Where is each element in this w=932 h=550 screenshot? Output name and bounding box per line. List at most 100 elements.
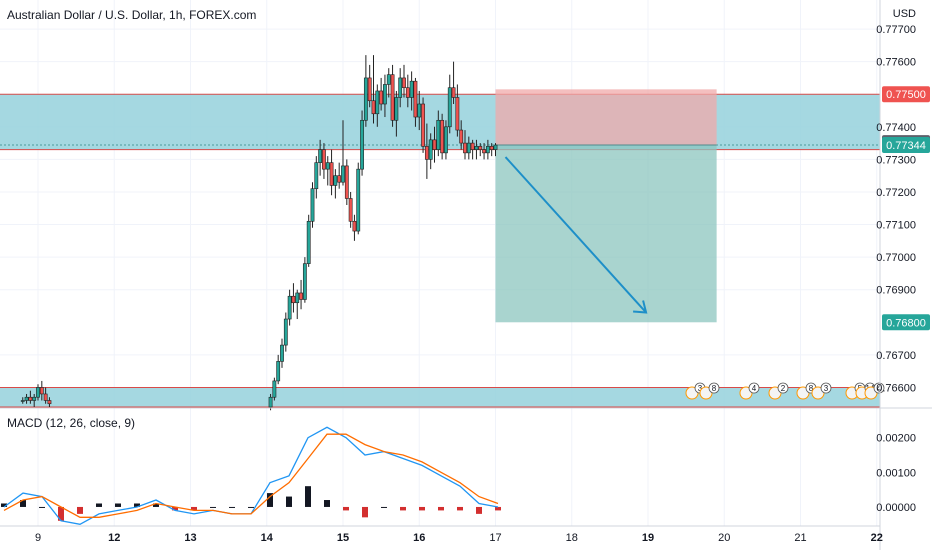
candle-body [337, 175, 342, 183]
time-tick-label: 20 [718, 532, 730, 544]
candle-body [363, 77, 368, 121]
candle-body [352, 220, 357, 232]
candle-body [333, 175, 338, 186]
candle-body [20, 400, 25, 402]
price-badge [882, 137, 930, 154]
candle-body [276, 361, 281, 382]
macd-histogram-bar [172, 506, 178, 511]
macd-histogram-bar [343, 506, 349, 511]
event-count: 8 [809, 384, 814, 393]
macd-tick-label: 0.00000 [876, 502, 916, 514]
candle-body [375, 90, 380, 115]
time-tick-label: 17 [489, 532, 501, 544]
profit-target-area [495, 145, 717, 323]
macd-histogram-bar [324, 500, 330, 507]
candle-body [356, 168, 361, 232]
candle-body [493, 144, 498, 150]
time-tick-label: 16 [413, 532, 425, 544]
short-position-tool[interactable] [495, 89, 717, 323]
event-count: 3 [698, 384, 703, 393]
macd-histogram-bar [191, 506, 197, 511]
price-tick-label: 0.77700 [876, 24, 916, 36]
candle-body [291, 295, 296, 304]
macd-histogram-bar [58, 506, 64, 521]
candle-body [413, 80, 418, 118]
candle-body [463, 142, 467, 154]
candle-body [348, 198, 353, 222]
candle-body [421, 103, 425, 147]
event-count-badge [748, 382, 760, 394]
price-badge-label: 0.77344 [886, 140, 926, 152]
macd-histogram-bar [286, 496, 292, 507]
price-tick-label: 0.76600 [876, 382, 916, 394]
macd-histogram-bar [476, 506, 482, 514]
macd-histogram-bar [229, 506, 235, 508]
candle-body [268, 396, 273, 408]
event-count-badge [820, 382, 832, 394]
macd-histogram-bar [495, 506, 501, 511]
candle-body [314, 162, 319, 190]
time-tick-label: 9 [35, 532, 41, 544]
economic-event-markers[interactable]: 3842835144 [685, 382, 885, 400]
signal-line [3, 433, 499, 518]
candle-body [325, 162, 330, 170]
macd-histogram-bar [400, 506, 406, 511]
candle-body [386, 74, 391, 85]
macd-histogram-bar [134, 503, 140, 507]
candle-body [485, 146, 490, 154]
macd-histogram-bar [248, 506, 254, 508]
candle-body [470, 142, 475, 150]
price-tick-label: 0.77600 [876, 57, 916, 69]
candle-body [444, 126, 448, 154]
candle-body [47, 400, 52, 405]
macd-histogram-bar [39, 506, 45, 508]
event-count-badge [708, 382, 720, 394]
macd-histogram-bar [153, 503, 159, 507]
time-tick-label: 15 [337, 532, 349, 544]
price-badge [882, 314, 930, 331]
candle-body [474, 146, 479, 150]
macd-label: MACD (12, 26, close, 9) [7, 416, 135, 430]
candle-body [287, 295, 292, 320]
event-count: 2 [781, 384, 786, 393]
candle-body [451, 87, 456, 98]
candle-body [39, 387, 44, 395]
time-tick-label: 21 [794, 532, 806, 544]
candle-body [322, 149, 326, 170]
candle-body [371, 100, 376, 115]
event-count: 4 [877, 384, 882, 393]
candle-body [28, 396, 33, 401]
price-tick-label: 0.77100 [876, 220, 916, 232]
macd-histogram-bar [438, 506, 444, 511]
currency-label: USD [893, 8, 916, 20]
macd-histogram-bar [362, 506, 368, 518]
macd-histogram-bar [381, 506, 387, 508]
candle-body [283, 318, 288, 346]
price-badge [882, 86, 930, 103]
price-tick-label: 0.76700 [876, 350, 916, 362]
candle-body [295, 292, 300, 304]
event-count-badge [873, 382, 885, 394]
time-tick-label: 13 [184, 532, 196, 544]
candle-body [402, 77, 406, 89]
macd-histogram-bar [115, 503, 121, 507]
candle-body [302, 263, 307, 300]
candle-body [405, 87, 410, 98]
time-tick-label: 19 [642, 532, 654, 544]
price-tick-label: 0.76900 [876, 285, 916, 297]
candle-body [272, 380, 277, 398]
macd-histogram-bar [96, 503, 102, 507]
time-tick-label: 14 [261, 532, 274, 544]
price-badge-label: 0.77500 [886, 89, 926, 101]
candle-body [329, 162, 334, 186]
candle-body [32, 396, 37, 401]
event-count: 3 [824, 384, 829, 393]
candle-body [432, 139, 437, 150]
candle-body [424, 146, 429, 160]
candle-body [447, 87, 452, 128]
time-tick-label: 12 [108, 532, 120, 544]
zone-fill [0, 387, 880, 407]
candle-body [280, 344, 284, 362]
